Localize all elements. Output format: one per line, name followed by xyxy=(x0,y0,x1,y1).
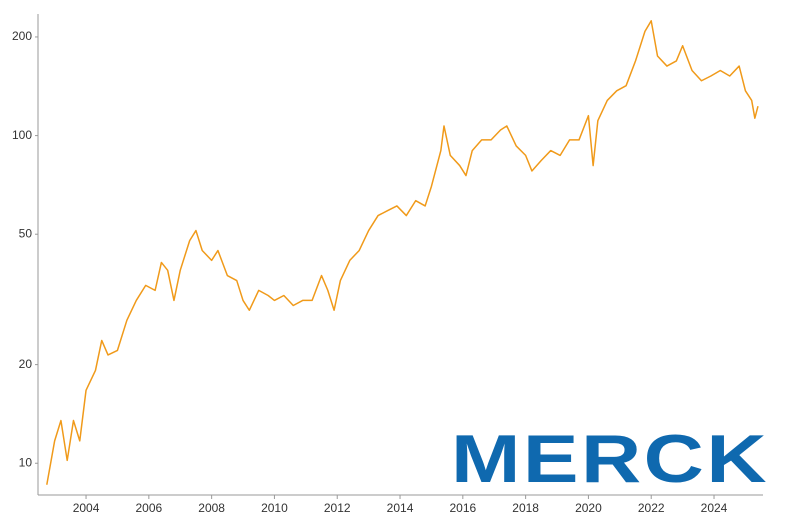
y-tick-label: 100 xyxy=(12,128,32,142)
x-tick-label: 2022 xyxy=(638,501,665,515)
y-tick-label: 20 xyxy=(19,357,33,371)
logo: MERCK xyxy=(451,421,769,497)
x-tick-label: 2010 xyxy=(261,501,288,515)
x-tick-label: 2004 xyxy=(73,501,100,515)
x-tick-label: 2006 xyxy=(135,501,162,515)
y-tick-label: 10 xyxy=(19,455,33,469)
x-tick-label: 2024 xyxy=(701,501,728,515)
price-line xyxy=(46,20,759,485)
x-tick-label: 2016 xyxy=(449,501,476,515)
x-tick-label: 2014 xyxy=(387,501,414,515)
x-tick-label: 2018 xyxy=(512,501,539,515)
x-tick-label: 2008 xyxy=(198,501,225,515)
y-tick-label: 50 xyxy=(19,226,33,240)
x-tick-label: 2012 xyxy=(324,501,351,515)
y-tick-label: 200 xyxy=(12,29,32,43)
x-tick-label: 2020 xyxy=(575,501,602,515)
